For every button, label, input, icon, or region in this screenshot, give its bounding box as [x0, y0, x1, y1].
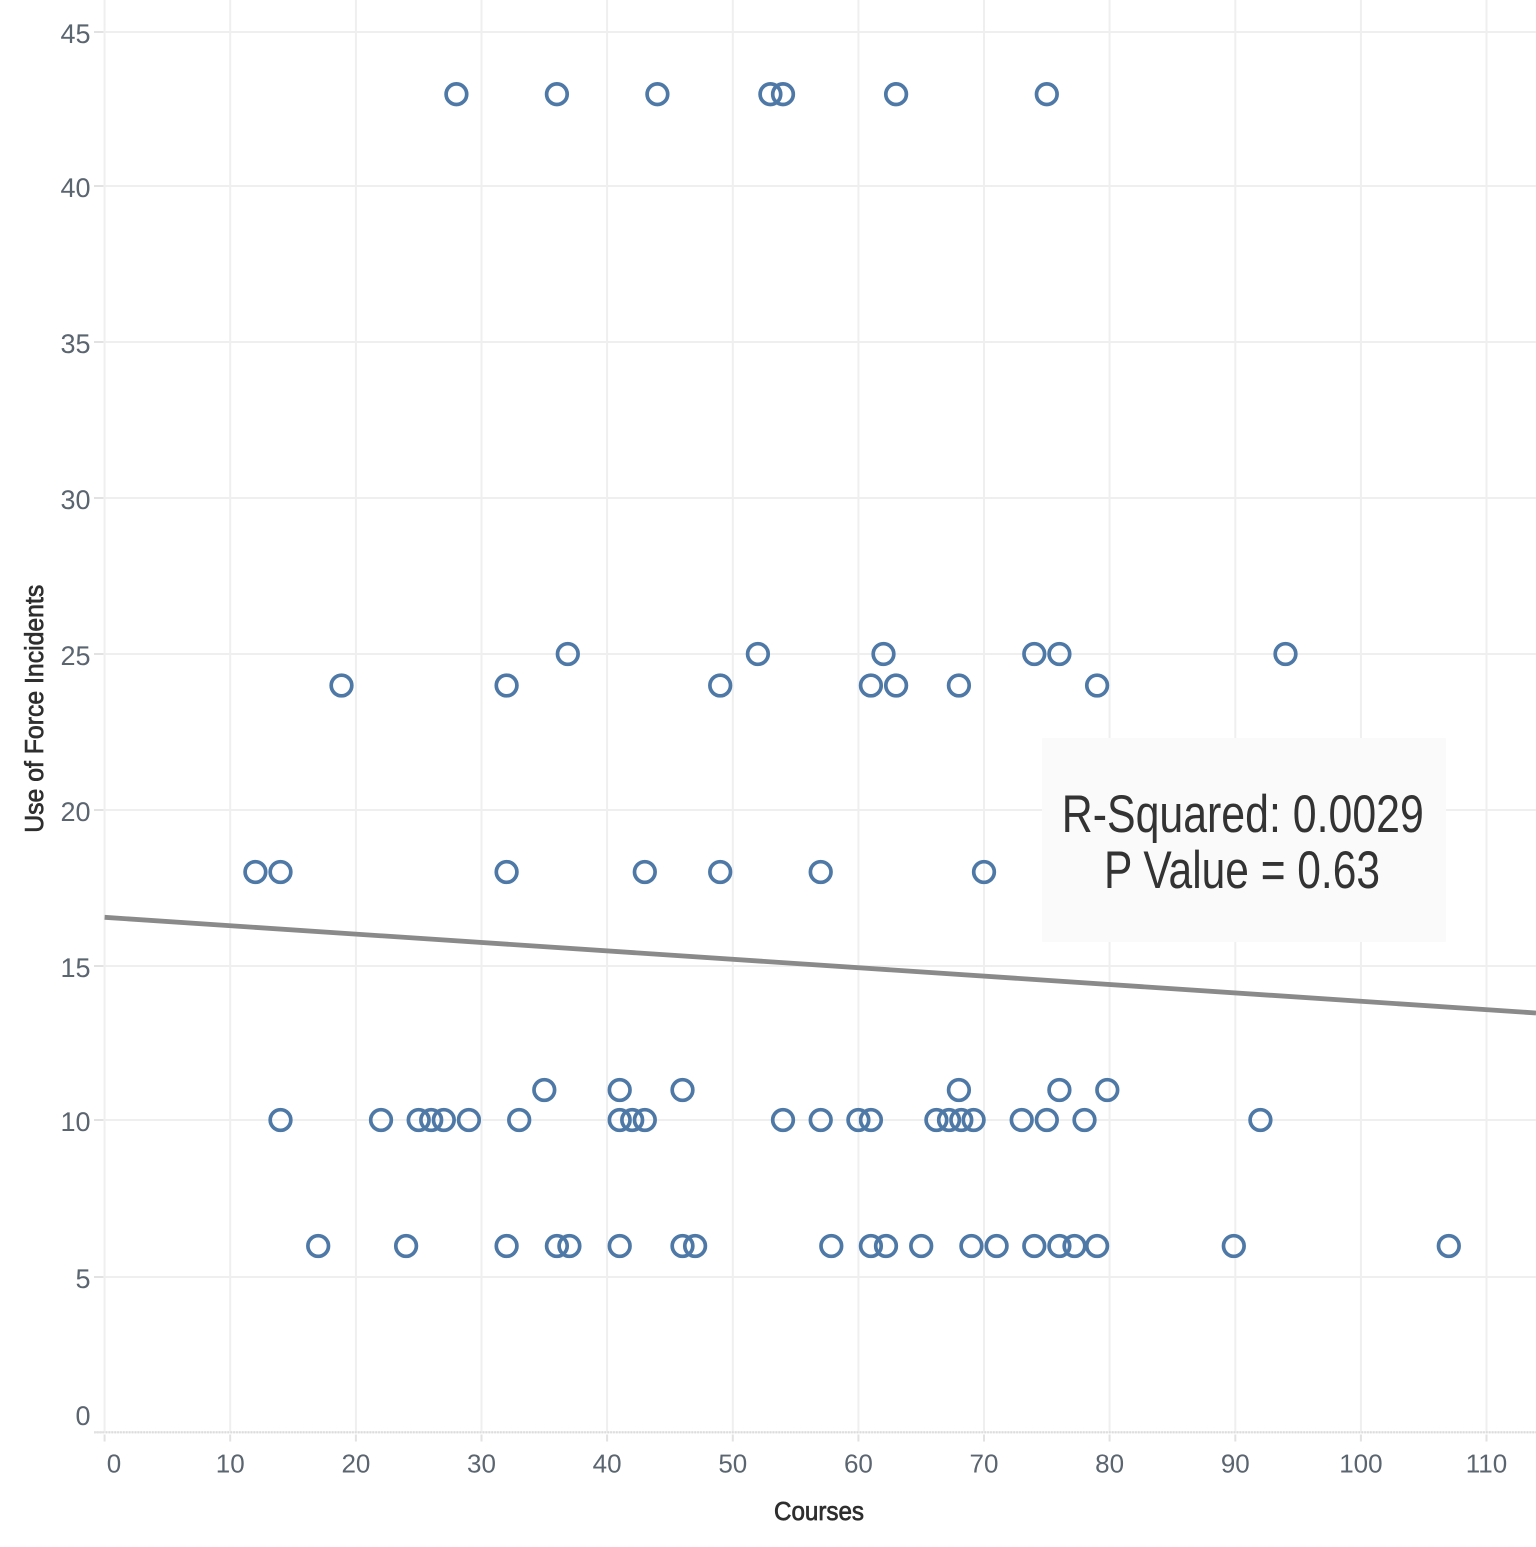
svg-text:10: 10	[216, 1449, 245, 1479]
svg-text:45: 45	[60, 19, 90, 49]
svg-text:R-Squared: 0.0029: R-Squared: 0.0029	[1062, 785, 1424, 844]
svg-text:80: 80	[1095, 1449, 1124, 1479]
svg-text:15: 15	[60, 953, 90, 983]
svg-text:20: 20	[60, 797, 90, 827]
svg-text:P Value = 0.63: P Value = 0.63	[1104, 841, 1380, 900]
svg-text:30: 30	[467, 1449, 496, 1479]
svg-text:30: 30	[60, 485, 90, 515]
svg-text:Courses: Courses	[774, 1496, 864, 1526]
svg-text:40: 40	[60, 173, 90, 203]
svg-text:5: 5	[75, 1264, 90, 1294]
svg-text:10: 10	[60, 1107, 90, 1137]
svg-text:100: 100	[1339, 1449, 1382, 1479]
svg-text:20: 20	[341, 1449, 370, 1479]
svg-text:0: 0	[75, 1401, 90, 1431]
svg-text:35: 35	[60, 329, 90, 359]
svg-text:60: 60	[844, 1449, 873, 1479]
svg-text:110: 110	[1466, 1449, 1507, 1479]
svg-text:25: 25	[60, 641, 90, 671]
svg-text:90: 90	[1221, 1449, 1250, 1479]
svg-text:50: 50	[718, 1449, 747, 1479]
svg-text:0: 0	[107, 1449, 121, 1479]
svg-text:Use of Force Incidents: Use of Force Incidents	[19, 585, 49, 833]
svg-text:40: 40	[593, 1449, 622, 1479]
svg-text:70: 70	[970, 1449, 999, 1479]
